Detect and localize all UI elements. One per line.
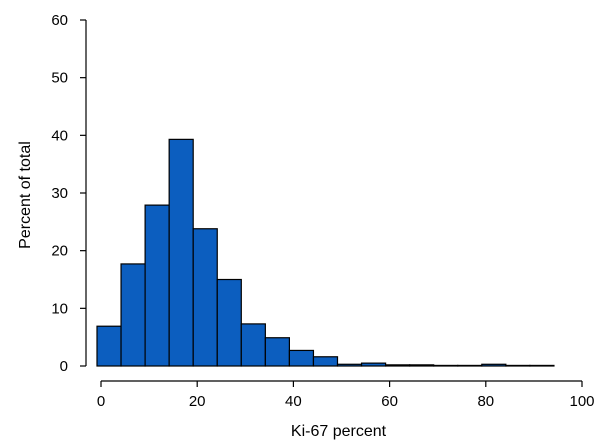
- histogram-bar: [409, 364, 435, 367]
- histogram-bar: [360, 362, 387, 367]
- histogram-bar: [96, 325, 122, 367]
- y-axis: 0 10 20 30 40 50 60: [51, 12, 87, 375]
- histogram-bar: [240, 323, 266, 367]
- x-tick-label: 80: [477, 393, 494, 410]
- x-axis-title: Ki-67 percent: [291, 423, 387, 440]
- y-tick-label: 40: [51, 127, 68, 144]
- histogram-bar: [336, 363, 363, 367]
- histogram-bar: [481, 363, 507, 367]
- y-tick-label: 60: [51, 12, 68, 29]
- histogram-bar: [529, 364, 555, 367]
- y-tick-label: 10: [51, 300, 68, 317]
- histogram-bar: [312, 356, 339, 367]
- y-axis-title: Percent of total: [17, 141, 34, 249]
- histogram-bar: [192, 228, 218, 367]
- histogram-bar: [144, 204, 170, 367]
- y-tick-label: 30: [51, 185, 68, 202]
- y-tick-label: 0: [60, 358, 68, 375]
- y-tick-label: 20: [51, 243, 68, 260]
- x-tick-label: 60: [381, 393, 398, 410]
- histogram-bar: [120, 263, 146, 367]
- y-tick-label: 50: [51, 70, 68, 87]
- histogram-bar: [505, 364, 531, 367]
- bars-group: [96, 138, 555, 367]
- x-tick-label: 20: [189, 393, 206, 410]
- x-tick-label: 0: [97, 393, 105, 410]
- histogram-bar: [264, 337, 291, 367]
- histogram-bar: [168, 138, 194, 367]
- histogram-bar: [288, 349, 315, 367]
- histogram-bar: [385, 364, 411, 367]
- histogram-bar: [457, 364, 483, 367]
- x-tick-label: 100: [569, 393, 594, 410]
- histogram-bar: [216, 278, 242, 367]
- x-tick-label: 40: [285, 393, 302, 410]
- histogram-bar: [433, 364, 459, 367]
- x-axis: 0 20 40 60 80 100: [97, 380, 595, 410]
